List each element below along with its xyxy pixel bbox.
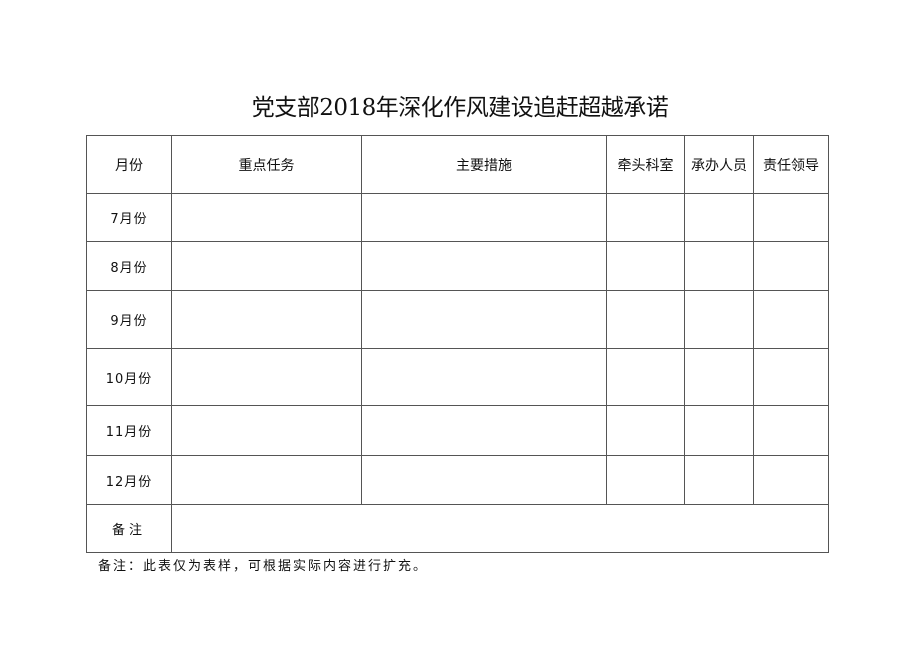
month-cell: 10月份 [86, 348, 172, 406]
header-handler: 承办人员 [684, 135, 754, 194]
commitment-table: 月份 重点任务 主要措施 牵头科室 承办人员 责任领导 7月份 8月份 9月份 … [86, 135, 829, 553]
cell[interactable] [361, 241, 607, 291]
month-cell: 11月份 [86, 405, 172, 456]
table-row: 7月份 [86, 193, 829, 242]
cell[interactable] [171, 455, 362, 505]
cell[interactable] [361, 455, 607, 505]
cell[interactable] [753, 348, 829, 406]
cell[interactable] [606, 193, 685, 242]
cell[interactable] [684, 193, 754, 242]
cell[interactable] [171, 193, 362, 242]
cell[interactable] [171, 241, 362, 291]
cell[interactable] [753, 455, 829, 505]
header-row: 月份 重点任务 主要措施 牵头科室 承办人员 责任领导 [86, 135, 829, 194]
remark-row: 备注 [86, 504, 829, 553]
month-cell: 7月份 [86, 193, 172, 242]
header-lead-dept: 牵头科室 [606, 135, 685, 194]
month-cell: 12月份 [86, 455, 172, 505]
cell[interactable] [361, 290, 607, 349]
page-title: 党支部2018年深化作风建设追赶超越承诺 [251, 95, 669, 121]
header-leader: 责任领导 [753, 135, 829, 194]
cell[interactable] [684, 348, 754, 406]
header-key-task: 重点任务 [171, 135, 362, 194]
cell[interactable] [753, 290, 829, 349]
cell[interactable] [171, 405, 362, 456]
cell[interactable] [684, 290, 754, 349]
cell[interactable] [361, 348, 607, 406]
cell[interactable] [753, 405, 829, 456]
header-measures: 主要措施 [361, 135, 607, 194]
header-month: 月份 [86, 135, 172, 194]
cell[interactable] [606, 348, 685, 406]
month-cell: 8月份 [86, 241, 172, 291]
month-cell: 9月份 [86, 290, 172, 349]
cell[interactable] [753, 241, 829, 291]
cell[interactable] [606, 290, 685, 349]
cell[interactable] [606, 241, 685, 291]
table-row: 12月份 [86, 455, 829, 505]
cell[interactable] [361, 405, 607, 456]
cell[interactable] [171, 290, 362, 349]
cell[interactable] [684, 241, 754, 291]
cell[interactable] [361, 193, 607, 242]
cell[interactable] [606, 405, 685, 456]
cell[interactable] [606, 455, 685, 505]
cell[interactable] [684, 455, 754, 505]
remark-cell[interactable] [171, 504, 829, 553]
footnote: 备注：此表仅为表样，可根据实际内容进行扩充。 [98, 559, 429, 574]
table-row: 11月份 [86, 405, 829, 456]
cell[interactable] [684, 405, 754, 456]
table-row: 8月份 [86, 241, 829, 291]
cell[interactable] [753, 193, 829, 242]
remark-label: 备注 [86, 504, 172, 553]
table-row: 9月份 [86, 290, 829, 349]
table-row: 10月份 [86, 348, 829, 406]
cell[interactable] [171, 348, 362, 406]
